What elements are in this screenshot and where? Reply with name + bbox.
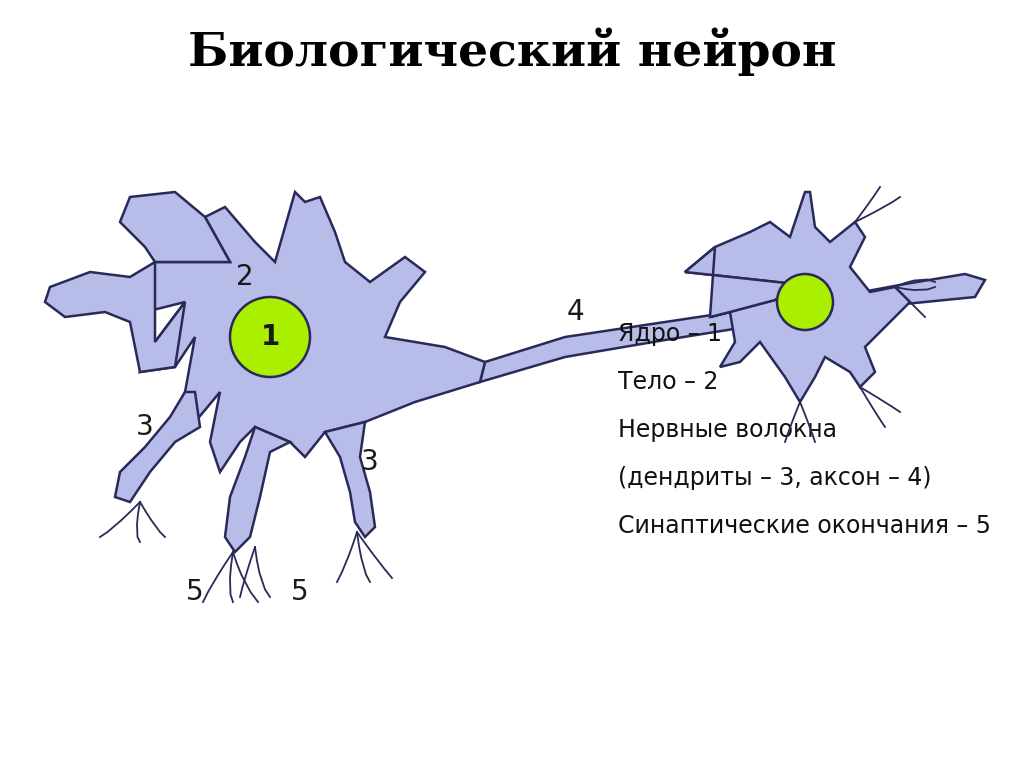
Polygon shape: [225, 427, 290, 552]
Polygon shape: [685, 192, 910, 402]
Text: 4: 4: [566, 298, 584, 326]
Polygon shape: [120, 192, 230, 262]
Text: Биологический нейрон: Биологический нейрон: [187, 27, 837, 75]
Text: 3: 3: [136, 413, 154, 441]
Polygon shape: [325, 422, 375, 537]
Text: Нервные волокна: Нервные волокна: [618, 418, 837, 442]
Polygon shape: [45, 262, 185, 372]
Polygon shape: [480, 274, 985, 382]
Text: 3: 3: [361, 448, 379, 476]
Text: Тело – 2: Тело – 2: [618, 370, 719, 394]
Circle shape: [777, 274, 833, 330]
Polygon shape: [685, 247, 795, 317]
Polygon shape: [115, 392, 200, 502]
Text: Синаптические окончания – 5: Синаптические окончания – 5: [618, 514, 991, 538]
Polygon shape: [110, 192, 485, 472]
Text: (дендриты – 3, аксон – 4): (дендриты – 3, аксон – 4): [618, 466, 932, 490]
Text: Ядро – 1: Ядро – 1: [618, 322, 722, 346]
Text: 5: 5: [291, 578, 309, 606]
Text: 1: 1: [260, 323, 280, 351]
Text: 2: 2: [237, 263, 254, 291]
Circle shape: [230, 297, 310, 377]
Text: 5: 5: [186, 578, 204, 606]
